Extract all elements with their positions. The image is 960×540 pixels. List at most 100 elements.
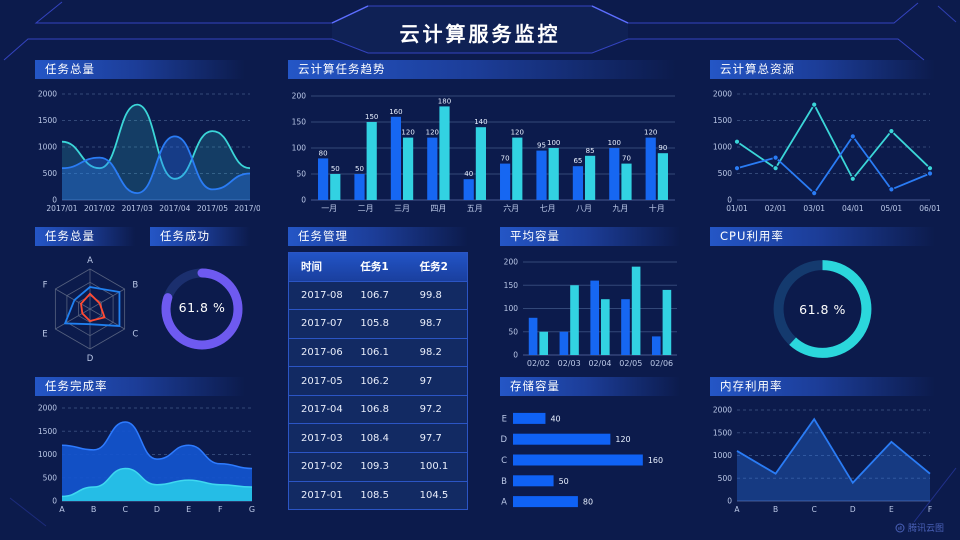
svg-text:100: 100: [547, 139, 560, 147]
panel-title-avg-capacity: 平均容量: [500, 227, 680, 246]
table-header-cell: 任务2: [419, 261, 448, 274]
table-row: 2017-06 106.1 98.2: [289, 337, 467, 367]
svg-text:50: 50: [559, 477, 569, 486]
logo-icon: [895, 523, 905, 532]
svg-text:02/03: 02/03: [558, 359, 581, 368]
cpu-usage-value: 61.8 %: [799, 302, 846, 317]
svg-text:02/01: 02/01: [765, 204, 787, 213]
svg-text:0: 0: [301, 196, 306, 205]
svg-text:03/01: 03/01: [803, 204, 825, 213]
svg-text:50: 50: [508, 327, 518, 336]
svg-text:2017/06: 2017/06: [234, 204, 260, 213]
svg-text:80: 80: [583, 498, 593, 507]
svg-text:140: 140: [474, 118, 487, 126]
logo-text: 腾讯云图: [907, 524, 944, 534]
svg-text:50: 50: [296, 170, 306, 179]
svg-text:B: B: [132, 281, 138, 291]
svg-text:B: B: [773, 505, 778, 514]
task-trend-bar-chart: 0 50 100 150 200 一月 80 50 二月 50 150 三月 160 120 四月 120 18…: [283, 82, 683, 215]
svg-text:1500: 1500: [713, 116, 732, 125]
svg-text:十月: 十月: [649, 203, 665, 213]
table-cell: 2017-08: [301, 289, 343, 301]
svg-text:500: 500: [43, 473, 58, 482]
svg-text:150: 150: [365, 113, 378, 121]
svg-text:E: E: [186, 505, 191, 514]
table-header-cell: 时间: [301, 261, 322, 274]
svg-text:120: 120: [615, 435, 630, 444]
svg-text:2000: 2000: [713, 90, 732, 99]
svg-text:1000: 1000: [38, 143, 57, 152]
svg-text:160: 160: [389, 108, 402, 116]
svg-text:F: F: [928, 505, 932, 514]
table-cell: 2017-03: [301, 432, 343, 444]
table-row: 2017-05 106.2 97: [289, 366, 467, 395]
table-cell: 104.5: [419, 489, 449, 501]
svg-text:05/01: 05/01: [881, 204, 903, 213]
svg-text:100: 100: [292, 144, 307, 153]
svg-text:E: E: [889, 505, 894, 514]
task-total-line-chart: 0 500 1000 1500 2000 2017/01 2017/02 2017/03 201…: [30, 82, 266, 215]
svg-text:六月: 六月: [503, 203, 519, 213]
svg-text:500: 500: [43, 169, 58, 178]
svg-text:2017/03: 2017/03: [122, 204, 153, 213]
table-cell: 2017-01: [301, 489, 343, 501]
svg-text:2017/05: 2017/05: [197, 204, 228, 213]
svg-text:160: 160: [648, 456, 663, 465]
svg-text:180: 180: [438, 97, 451, 105]
svg-text:150: 150: [292, 118, 307, 127]
svg-text:95: 95: [537, 142, 546, 150]
svg-text:A: A: [734, 505, 740, 514]
svg-text:120: 120: [511, 129, 524, 137]
table-cell: 2017-05: [301, 375, 343, 387]
svg-text:02/05: 02/05: [619, 359, 642, 368]
svg-text:40: 40: [464, 170, 473, 178]
panel-title-task-radar: 任务总量: [35, 227, 135, 246]
svg-text:70: 70: [501, 155, 510, 163]
svg-text:A: A: [87, 256, 93, 266]
svg-text:三月: 三月: [394, 204, 410, 213]
table-cell: 98.2: [419, 346, 442, 358]
svg-text:2000: 2000: [38, 404, 57, 413]
table-cell: 2017-04: [301, 404, 343, 416]
svg-text:50: 50: [331, 165, 340, 173]
svg-text:120: 120: [426, 129, 439, 137]
svg-text:二月: 二月: [358, 204, 374, 213]
svg-text:1000: 1000: [38, 450, 57, 459]
svg-text:04/01: 04/01: [842, 204, 864, 213]
svg-text:80: 80: [319, 149, 328, 157]
svg-text:2017/04: 2017/04: [159, 204, 190, 213]
svg-text:0: 0: [52, 497, 57, 506]
panel-title-memory: 内存利用率: [710, 377, 935, 396]
task-success-value: 61.8 %: [178, 300, 226, 315]
svg-text:D: D: [154, 505, 160, 514]
task-success-gauge: 61.8 %: [152, 248, 252, 370]
table-row: 2017-02 109.3 100.1: [289, 451, 467, 481]
svg-text:200: 200: [292, 92, 307, 101]
svg-text:120: 120: [401, 129, 414, 137]
svg-text:A: A: [501, 498, 507, 508]
table-cell: 106.2: [360, 375, 389, 387]
table-cell: 106.7: [360, 289, 389, 301]
svg-text:120: 120: [644, 129, 657, 137]
svg-text:C: C: [501, 456, 507, 466]
svg-text:G: G: [249, 505, 255, 514]
table-header-row: 时间 任务1 任务2: [289, 253, 467, 281]
table-cell: 109.3: [360, 461, 389, 473]
cpu-usage-gauge: 61.8 %: [705, 248, 940, 370]
svg-text:1500: 1500: [38, 116, 57, 125]
table-cell: 105.8: [360, 318, 389, 330]
svg-text:0: 0: [727, 497, 732, 506]
table-cell: 106.1: [360, 346, 389, 358]
svg-text:0: 0: [52, 196, 57, 205]
svg-text:C: C: [812, 505, 817, 514]
page-title: 云计算服务监控: [399, 22, 561, 46]
svg-text:90: 90: [658, 144, 667, 152]
svg-text:F: F: [218, 505, 223, 514]
panel-title-completion-rate: 任务完成率: [35, 377, 245, 396]
svg-text:B: B: [91, 505, 97, 514]
svg-text:100: 100: [504, 304, 519, 313]
table-row: 2017-01 108.5 104.5: [289, 480, 467, 510]
svg-text:B: B: [501, 477, 507, 487]
svg-text:C: C: [132, 330, 138, 340]
